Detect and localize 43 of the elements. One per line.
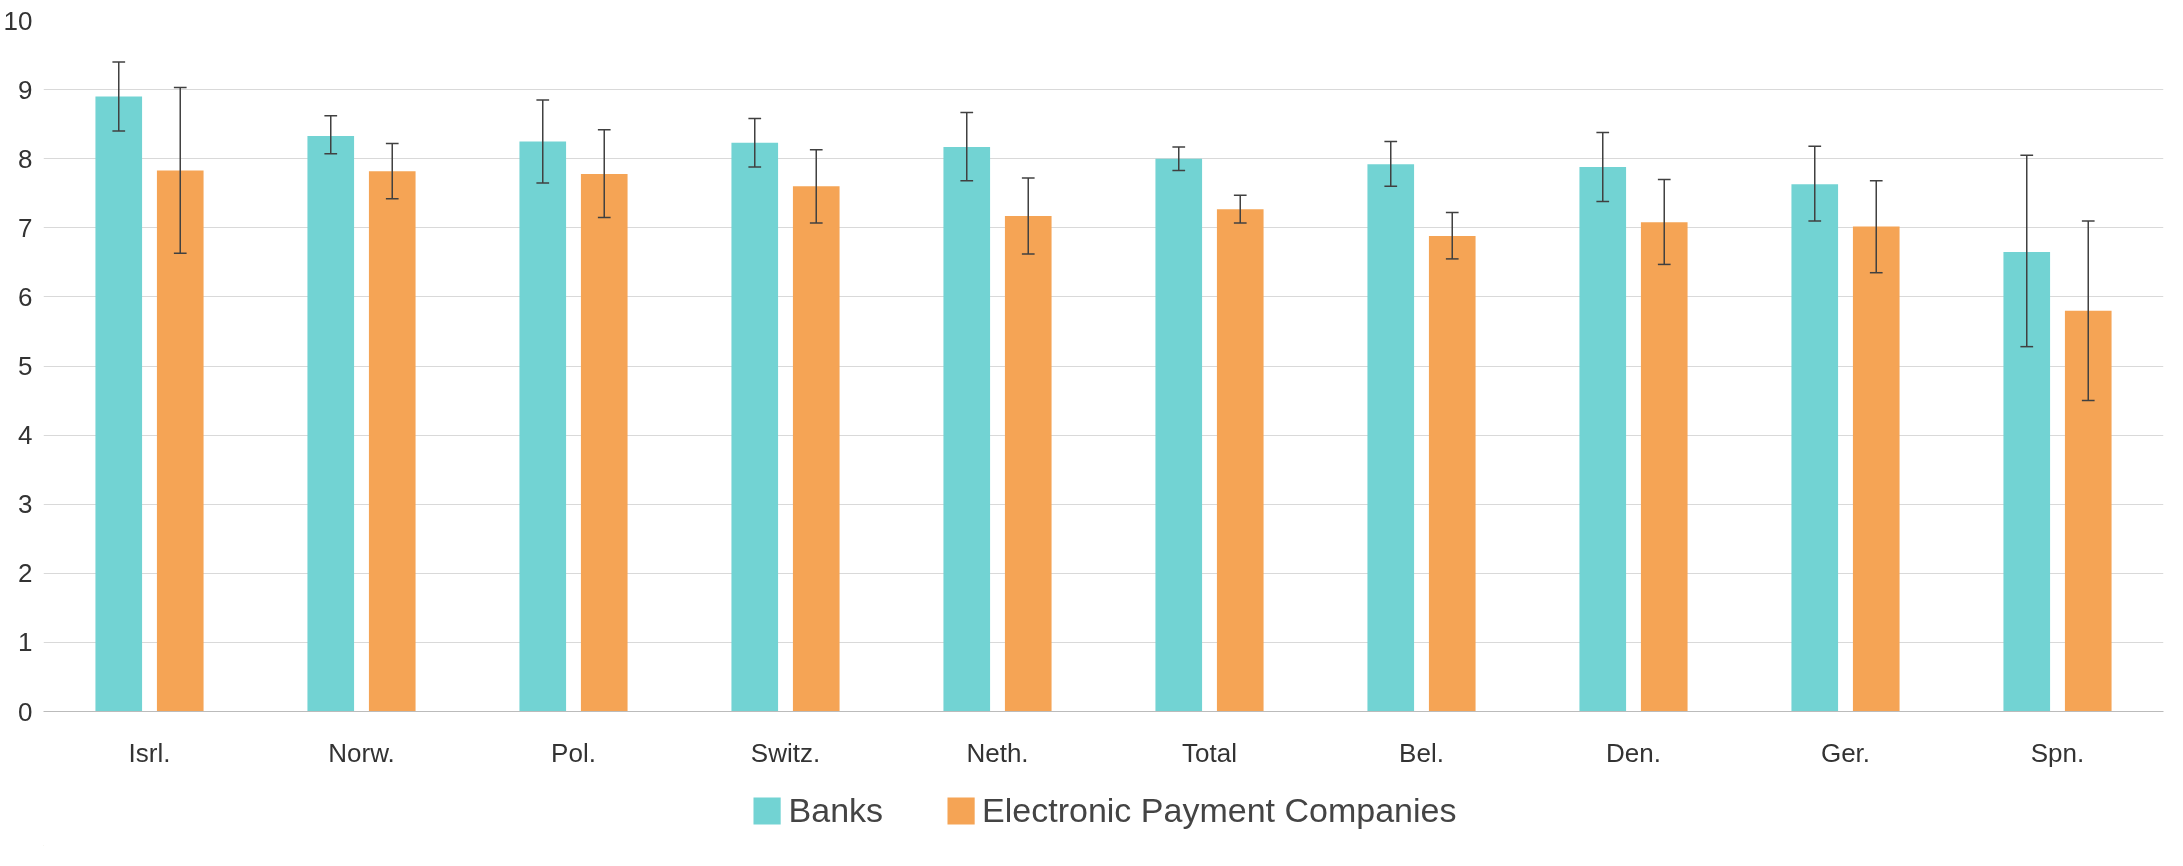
y-tick-label: 8 bbox=[18, 143, 33, 174]
y-tick-label: 9 bbox=[18, 74, 33, 105]
x-tick-label: Switz. bbox=[750, 737, 821, 768]
bar bbox=[1428, 236, 1476, 712]
x-tick-label: Bel. bbox=[1399, 737, 1444, 768]
y-tick-label: 7 bbox=[18, 212, 33, 243]
x-tick-label: Isrl. bbox=[128, 737, 171, 768]
bar bbox=[1155, 158, 1203, 712]
bar bbox=[2064, 310, 2112, 712]
bar bbox=[368, 171, 416, 712]
y-tick-label: 5 bbox=[18, 351, 33, 381]
bar bbox=[792, 186, 840, 712]
bar bbox=[1852, 226, 1900, 712]
bar bbox=[1004, 216, 1052, 712]
bar bbox=[307, 135, 355, 712]
bar bbox=[1791, 184, 1839, 712]
y-tick-label: 6 bbox=[18, 281, 33, 312]
bar bbox=[1640, 222, 1688, 712]
bar bbox=[519, 141, 567, 712]
bar bbox=[1579, 166, 1627, 712]
x-tick-label: Ger. bbox=[1820, 737, 1871, 768]
y-tick-label: 1 bbox=[18, 627, 33, 658]
y-tick-label: 4 bbox=[18, 420, 33, 451]
x-tick-label: Norw. bbox=[328, 737, 395, 768]
x-tick-label: Spn. bbox=[2030, 737, 2085, 768]
x-tick-label: Total bbox=[1182, 737, 1237, 768]
y-tick-label: 3 bbox=[18, 489, 33, 520]
bar bbox=[731, 142, 779, 712]
bar bbox=[2003, 251, 2051, 712]
legend-label: Electronic Payment Companies bbox=[982, 790, 1457, 830]
bar bbox=[1367, 164, 1415, 712]
y-tick-label: 2 bbox=[18, 558, 33, 589]
bar bbox=[943, 146, 991, 712]
bar bbox=[1216, 209, 1264, 712]
bar bbox=[580, 173, 628, 712]
y-tick-label: 0 bbox=[18, 696, 33, 727]
legend-label: Banks bbox=[788, 790, 884, 830]
x-tick-label: Neth. bbox=[966, 737, 1029, 768]
bar bbox=[156, 170, 204, 712]
y-tick-label: 10 bbox=[3, 5, 33, 36]
x-tick-label: Den. bbox=[1606, 737, 1661, 768]
x-tick-label: Pol. bbox=[551, 737, 596, 768]
bar bbox=[95, 96, 143, 712]
